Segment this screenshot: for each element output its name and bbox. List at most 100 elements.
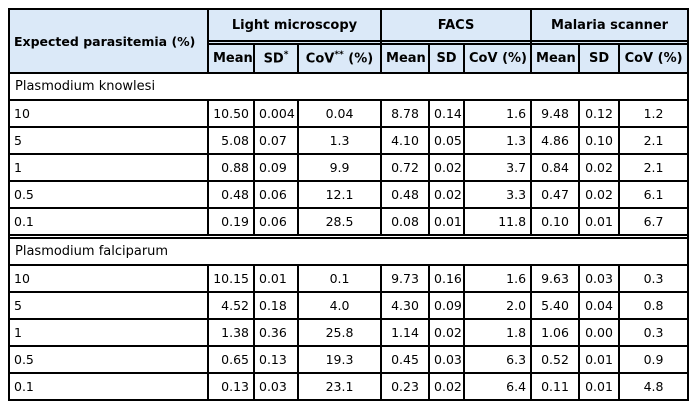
data-cell: 0.18 <box>253 291 299 320</box>
double-rule-row <box>9 40 690 45</box>
data-cell: 0.8 <box>618 291 690 320</box>
table-row: 0.5 0.48 0.06 12.1 0.48 0.02 3.3 0.47 0.… <box>8 180 690 209</box>
table-row: 0.1 0.13 0.03 23.1 0.23 0.02 6.4 0.11 0.… <box>8 372 690 401</box>
data-cell: 0.01 <box>578 372 621 401</box>
data-cell: 1.2 <box>618 99 690 128</box>
data-cell: 0.13 <box>207 372 255 401</box>
data-cell: 6.1 <box>618 180 690 209</box>
data-cell: 0.12 <box>578 99 621 128</box>
data-cell: 0.09 <box>253 153 299 182</box>
data-cell: 8.78 <box>380 99 431 128</box>
data-cell: 2.1 <box>618 126 690 155</box>
section-divider-double-rule <box>7 234 690 239</box>
data-cell: 9.63 <box>530 264 581 293</box>
data-cell: 0.72 <box>380 153 431 182</box>
col-header-label: SD <box>263 51 284 67</box>
data-cell: 0.01 <box>578 345 621 374</box>
data-cell: 0.3 <box>618 318 690 347</box>
data-cell: 0.88 <box>207 153 255 182</box>
data-cell: 2.0 <box>463 291 533 320</box>
data-cell: 0.02 <box>428 180 466 209</box>
data-cell: 1.06 <box>530 318 581 347</box>
group-header-row: Expected parasitemia (%) Light microscop… <box>8 8 690 74</box>
double-rule-segment <box>380 40 533 45</box>
expected-value-cell: 0.5 <box>8 180 209 209</box>
data-cell: 4.52 <box>207 291 255 320</box>
data-cell: 4.0 <box>296 291 383 320</box>
data-cell: 0.19 <box>207 207 255 236</box>
data-cell: 0.23 <box>380 372 431 401</box>
data-cell: 2.1 <box>618 153 690 182</box>
table-row: 5 4.52 0.18 4.0 4.30 0.09 2.0 5.40 0.04 … <box>8 291 690 320</box>
col-header-suffix: (%) <box>343 51 374 67</box>
data-cell: 0.03 <box>253 372 299 401</box>
col-header-facs-cov: CoV (%) <box>463 43 533 74</box>
data-cell: 0.16 <box>428 264 466 293</box>
col-header-facs-mean: Mean <box>380 43 431 74</box>
data-cell: 1.8 <box>463 318 533 347</box>
expected-value-cell: 5 <box>8 126 209 155</box>
data-cell: 11.8 <box>463 207 533 236</box>
data-cell: 6.4 <box>463 372 533 401</box>
group-header-malaria-scanner: Malaria scanner <box>530 8 690 42</box>
data-cell: 0.10 <box>578 126 621 155</box>
group-header-light-microscopy: Light microscopy <box>206 8 383 42</box>
data-cell: 9.48 <box>530 99 581 128</box>
data-cell: 1.38 <box>207 318 255 347</box>
col-header-ms-mean: Mean <box>530 43 581 74</box>
data-cell: 5.08 <box>207 126 255 155</box>
table-row: 10 10.50 0.004 0.04 8.78 0.14 1.6 9.48 0… <box>8 99 690 128</box>
data-cell: 0.47 <box>530 180 581 209</box>
section-header-knowlesi: Plasmodium knowlesi <box>7 72 690 101</box>
footnote-marker: * <box>283 50 289 61</box>
data-cell: 4.86 <box>530 126 581 155</box>
col-header-facs-sd: SD <box>428 43 466 74</box>
data-cell: 3.7 <box>463 153 533 182</box>
data-cell: 1.3 <box>296 126 383 155</box>
col-header-ms-cov: CoV (%) <box>618 43 690 74</box>
data-cell: 0.004 <box>253 99 299 128</box>
data-cell: 0.1 <box>296 264 383 293</box>
data-cell: 0.65 <box>207 345 255 374</box>
col-header-label: Mean <box>213 51 253 66</box>
expected-value-cell: 1 <box>8 318 209 347</box>
data-cell: 0.03 <box>428 345 466 374</box>
data-cell: 0.02 <box>578 153 621 182</box>
data-cell: 0.04 <box>578 291 621 320</box>
data-cell: 9.73 <box>380 264 431 293</box>
data-cell: 0.9 <box>618 345 690 374</box>
expected-value-cell: 10 <box>8 99 209 128</box>
expected-value-cell: 5 <box>8 291 209 320</box>
data-cell: 0.10 <box>530 207 581 236</box>
parasitemia-comparison-table: Expected parasitemia (%) Light microscop… <box>7 8 690 401</box>
data-cell: 10.15 <box>207 264 255 293</box>
expected-parasitemia-header: Expected parasitemia (%) <box>8 8 209 74</box>
col-header-label: CoV (%) <box>469 51 527 66</box>
data-cell: 0.08 <box>380 207 431 236</box>
section-title: Plasmodium falciparum <box>7 237 690 266</box>
col-header-label: CoV (%) <box>624 51 683 66</box>
data-cell: 0.01 <box>578 207 621 236</box>
data-cell: 4.30 <box>380 291 431 320</box>
double-rule-segment <box>530 40 690 45</box>
footnote-marker: ** <box>334 50 344 61</box>
data-cell: 25.8 <box>296 318 383 347</box>
data-cell: 4.10 <box>380 126 431 155</box>
sub-header-row: Mean SD* CoV** (%) Mean SD CoV (%) Mean … <box>9 43 690 74</box>
col-header-lm-mean: Mean <box>207 43 255 74</box>
divider <box>7 234 690 239</box>
data-cell: 0.00 <box>578 318 621 347</box>
data-cell: 6.7 <box>618 207 690 236</box>
double-rule-segment <box>206 40 383 45</box>
table-row: 0.5 0.65 0.13 19.3 0.45 0.03 6.3 0.52 0.… <box>8 345 690 374</box>
data-cell: 1.14 <box>380 318 431 347</box>
table-row: 10 10.15 0.01 0.1 9.73 0.16 1.6 9.63 0.0… <box>8 264 690 293</box>
data-cell: 0.11 <box>530 372 581 401</box>
data-cell: 0.14 <box>428 99 466 128</box>
data-cell: 0.84 <box>530 153 581 182</box>
col-header-label: CoV <box>305 51 335 67</box>
data-cell: 23.1 <box>296 372 383 401</box>
data-cell: 0.48 <box>207 180 255 209</box>
data-cell: 1.6 <box>463 99 533 128</box>
data-cell: 19.3 <box>296 345 383 374</box>
